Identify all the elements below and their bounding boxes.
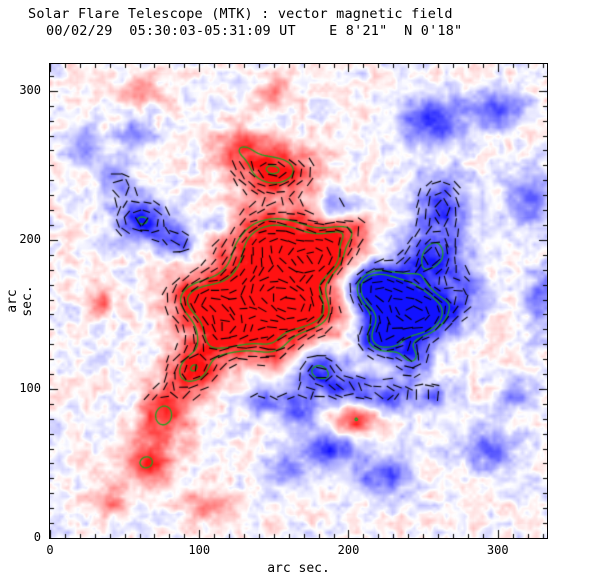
y-axis-label: arc sec.: [5, 285, 35, 317]
y-tick-label: 300: [19, 82, 41, 97]
x-tick-label: 200: [337, 543, 360, 557]
x-axis-label: arc sec.: [267, 561, 330, 576]
observation-datetime-position: 00/02/29 05:30:03-05:31:09 UT E 8'21" N …: [46, 23, 463, 39]
y-tick-label: 200: [19, 231, 41, 246]
x-tick-labels: 0 100 200 300: [46, 543, 547, 557]
y-tick-label: 100: [19, 380, 41, 395]
x-tick-label: 100: [188, 543, 211, 557]
y-tick-label: 0: [33, 530, 41, 544]
y-tick-labels: 0 100 200 300: [0, 64, 46, 544]
magnetogram-plot-frame: [49, 63, 548, 539]
x-tick-label: 0: [46, 543, 54, 557]
x-tick-label: 300: [486, 543, 509, 557]
magnetogram-canvas: [50, 64, 547, 538]
page-title: Solar Flare Telescope (MTK) : vector mag…: [28, 6, 453, 22]
